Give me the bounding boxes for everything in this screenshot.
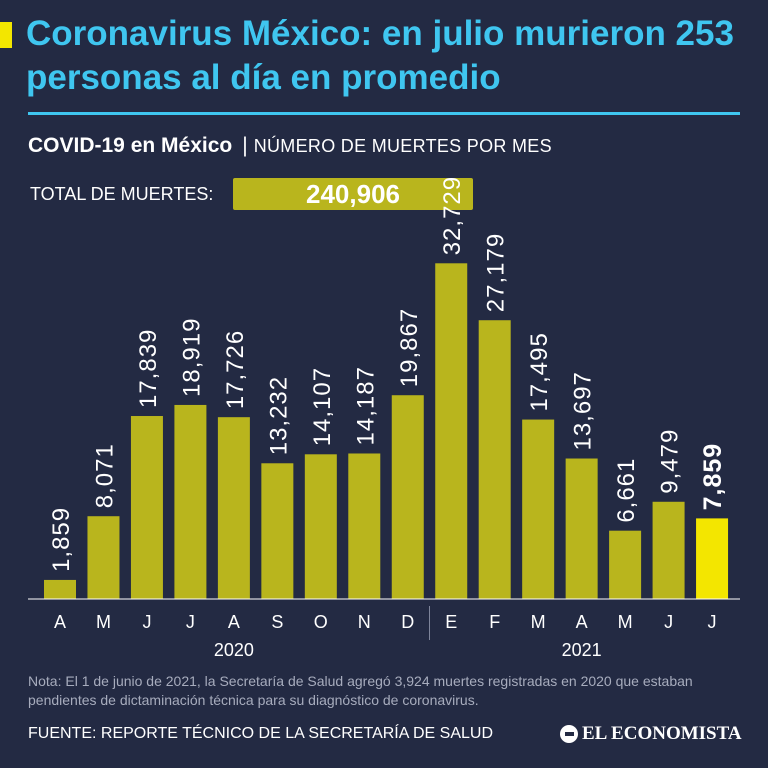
bar-11 (522, 419, 555, 599)
data-label-13: 6,661 (613, 458, 640, 523)
x-tick-label-15: J (708, 612, 717, 632)
bar-9 (435, 263, 468, 599)
accent-bar (0, 22, 12, 48)
data-label-8: 19,867 (396, 308, 423, 387)
year-label-0: 2020 (214, 640, 254, 660)
data-label-11: 17,495 (526, 332, 553, 411)
chart-subtitle: COVID-19 en México | NÚMERO DE MUERTES POR… (28, 132, 552, 160)
title-divider (28, 112, 740, 115)
x-tick-label-10: F (489, 612, 500, 632)
data-label-2: 17,839 (135, 329, 162, 408)
bar-4 (217, 417, 250, 599)
bar-12 (565, 458, 598, 599)
data-label-3: 18,919 (178, 318, 205, 397)
data-label-12: 13,697 (570, 371, 597, 450)
bar-10 (478, 320, 511, 599)
bar-8 (391, 395, 424, 599)
data-label-1: 8,071 (91, 443, 118, 508)
total-value: 240,906 (233, 178, 473, 210)
x-tick-label-2: J (142, 612, 151, 632)
bar-15 (696, 518, 729, 599)
brand-logo-icon (560, 725, 578, 743)
data-label-7: 14,187 (352, 366, 379, 445)
data-label-4: 17,726 (222, 330, 249, 409)
data-label-6: 14,107 (309, 367, 336, 446)
headline: Coronavirus México: en julio murieron 25… (26, 14, 734, 97)
subtitle-separator: | (242, 134, 248, 157)
source-credit: FUENTE: REPORTE TÉCNICO DE LA SECRETARÍA… (28, 725, 493, 742)
bar-3 (174, 404, 207, 599)
x-tick-label-14: J (664, 612, 673, 632)
x-tick-label-7: N (358, 612, 371, 632)
data-label-5: 13,232 (265, 376, 292, 455)
data-label-9: 32,729 (439, 176, 466, 255)
subtitle-topic: COVID-19 en México (28, 134, 233, 157)
total-label: TOTAL DE MUERTES: (30, 184, 214, 204)
bar-0 (44, 579, 76, 599)
year-label-1: 2021 (562, 640, 602, 660)
x-tick-label-5: S (271, 612, 283, 632)
x-tick-label-4: A (228, 612, 240, 632)
x-tick-label-8: D (401, 612, 414, 632)
x-tick-label-3: J (186, 612, 195, 632)
x-tick-label-0: A (54, 612, 66, 632)
bar-1 (87, 516, 120, 599)
data-label-0: 1,859 (48, 507, 75, 572)
brand-name: EL ECONOMISTA (582, 723, 742, 744)
bar-5 (261, 463, 294, 599)
footnote: Nota: El 1 de junio de 2021, la Secretar… (28, 673, 693, 708)
bar-13 (609, 530, 642, 599)
bar-14 (652, 501, 685, 599)
x-tick-label-1: M (96, 612, 111, 632)
bar-6 (304, 454, 337, 599)
x-tick-label-13: M (618, 612, 633, 632)
x-tick-label-6: O (314, 612, 328, 632)
x-tick-label-11: M (531, 612, 546, 632)
x-tick-label-12: A (576, 612, 588, 632)
x-tick-label-9: E (445, 612, 457, 632)
brand-logo: EL ECONOMISTA (560, 722, 742, 746)
data-label-14: 9,479 (657, 429, 684, 494)
data-label-10: 27,179 (483, 233, 510, 312)
data-label-15: 7,859 (699, 443, 727, 511)
bar-7 (348, 453, 381, 599)
subtitle-description: NÚMERO DE MUERTES POR MES (253, 136, 552, 156)
bar-2 (130, 416, 163, 599)
